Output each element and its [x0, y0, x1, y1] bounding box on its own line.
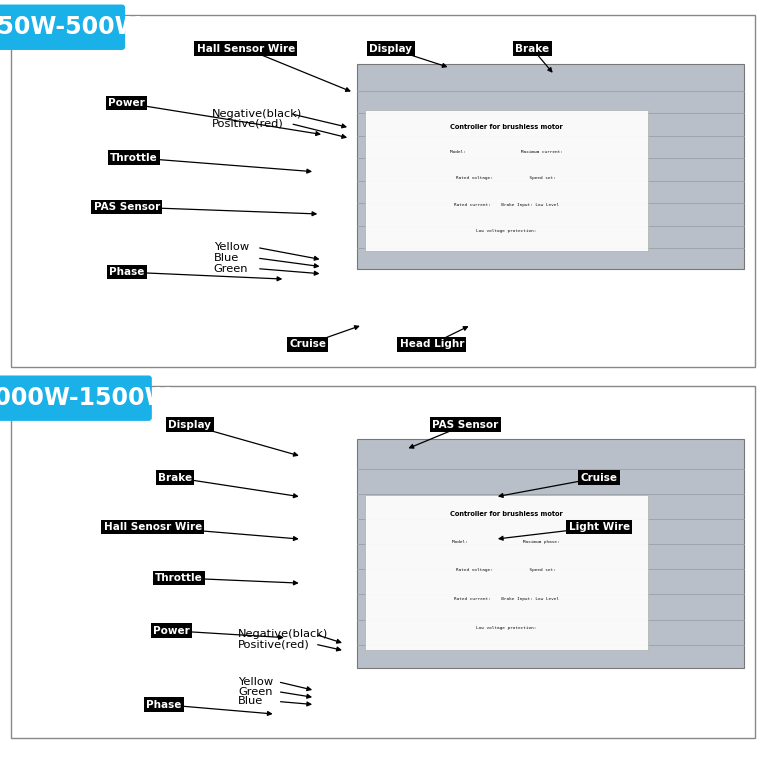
Text: 1000W-1500W: 1000W-1500W — [0, 386, 171, 410]
Text: Rated current:    Brake Input: Low Level: Rated current: Brake Input: Low Level — [454, 597, 559, 601]
Text: Cruise: Cruise — [289, 339, 326, 349]
Text: PAS Sensor: PAS Sensor — [94, 202, 160, 212]
Text: Rated voltage:              Speed set:: Rated voltage: Speed set: — [456, 176, 556, 180]
FancyBboxPatch shape — [11, 386, 755, 738]
FancyBboxPatch shape — [0, 375, 152, 421]
Text: Brake: Brake — [515, 44, 549, 54]
Text: Green: Green — [214, 263, 248, 273]
Text: Yellow: Yellow — [214, 242, 249, 253]
Text: Phase: Phase — [146, 699, 182, 709]
Text: Yellow: Yellow — [238, 677, 273, 687]
Text: 250W-500W: 250W-500W — [0, 15, 141, 39]
Text: Low voltage protection:: Low voltage protection: — [476, 229, 536, 232]
Text: Display: Display — [169, 420, 211, 430]
Text: Negative(black): Negative(black) — [238, 629, 329, 639]
Text: Controller for brushless motor: Controller for brushless motor — [449, 511, 562, 517]
FancyBboxPatch shape — [357, 64, 744, 269]
Text: Hall Sensor Wire: Hall Sensor Wire — [197, 44, 295, 54]
Text: Brake: Brake — [158, 472, 192, 483]
Text: Throttle: Throttle — [155, 573, 203, 583]
Text: Rated current:    Brake Input: Low Level: Rated current: Brake Input: Low Level — [454, 203, 559, 207]
Text: Blue: Blue — [214, 253, 239, 263]
Text: Display: Display — [369, 44, 412, 54]
Text: PAS Sensor: PAS Sensor — [432, 420, 498, 430]
Text: Positive(red): Positive(red) — [238, 639, 310, 649]
Text: Hall Senosr Wire: Hall Senosr Wire — [104, 522, 202, 532]
FancyBboxPatch shape — [0, 5, 125, 50]
FancyBboxPatch shape — [357, 439, 744, 668]
Text: Positive(red): Positive(red) — [212, 119, 284, 129]
FancyBboxPatch shape — [11, 15, 755, 367]
Text: Negative(black): Negative(black) — [212, 109, 303, 119]
Text: Cruise: Cruise — [581, 472, 617, 483]
Text: Rated voltage:              Speed set:: Rated voltage: Speed set: — [456, 569, 556, 572]
Text: Power: Power — [153, 626, 190, 636]
Text: Low voltage protection:: Low voltage protection: — [476, 625, 536, 630]
Text: Blue: Blue — [238, 696, 263, 706]
Text: Model:                     Maximum phase:: Model: Maximum phase: — [452, 540, 560, 544]
Text: Light Wire: Light Wire — [568, 522, 629, 532]
FancyBboxPatch shape — [365, 111, 648, 251]
Text: Phase: Phase — [109, 267, 144, 277]
Text: Model:                     Maximum current:: Model: Maximum current: — [449, 151, 562, 154]
Text: Controller for brushless motor: Controller for brushless motor — [449, 124, 562, 130]
FancyBboxPatch shape — [365, 495, 648, 650]
Text: Power: Power — [108, 98, 145, 108]
Text: Throttle: Throttle — [111, 153, 158, 163]
Text: Green: Green — [238, 687, 273, 696]
Text: Head Lighr: Head Lighr — [400, 339, 464, 349]
